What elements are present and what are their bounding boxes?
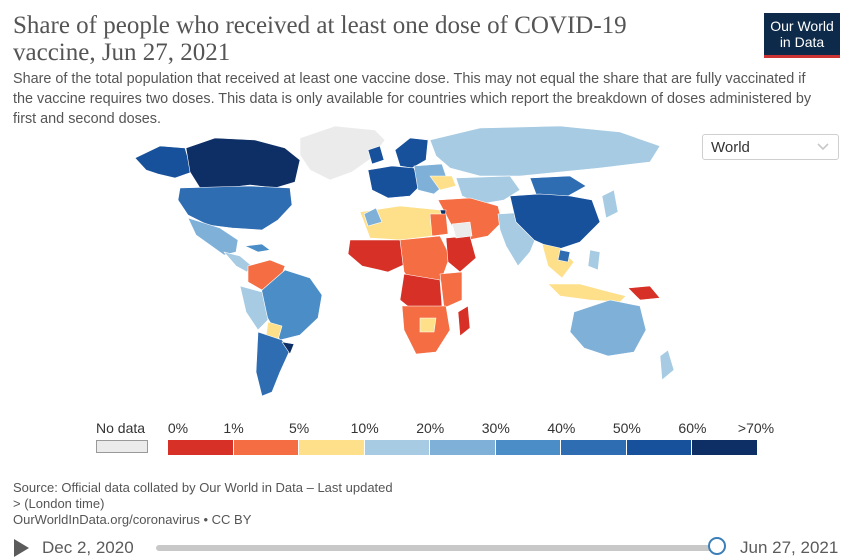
map-region-scandinavia bbox=[394, 137, 429, 169]
legend-swatch bbox=[299, 440, 365, 455]
legend-swatch bbox=[626, 440, 693, 455]
map-region-greenland bbox=[299, 125, 386, 181]
legend-tick-label: 5% bbox=[288, 420, 310, 436]
owid-logo[interactable]: Our World in Data bbox=[764, 13, 840, 58]
map-region-usa bbox=[177, 185, 293, 231]
legend-tick-label: >70% bbox=[737, 420, 775, 436]
map-region-iceland-uk bbox=[367, 145, 385, 165]
map-region-ethiopia-somalia bbox=[445, 235, 477, 273]
timeline-end-date: Jun 27, 2021 bbox=[740, 538, 839, 557]
legend-tick-label: 60% bbox=[678, 420, 707, 436]
footer: Source: Official data collated by Our Wo… bbox=[13, 480, 393, 528]
map-region-papua-new-guinea bbox=[627, 285, 661, 301]
logo-line-1: Our World bbox=[770, 18, 834, 34]
map-region-andes bbox=[239, 285, 269, 331]
legend-swatch bbox=[233, 440, 300, 455]
legend-swatch bbox=[430, 440, 496, 455]
map-region-central-asia bbox=[455, 175, 521, 205]
map-region-japan bbox=[601, 189, 619, 219]
map-region-alaska bbox=[134, 145, 193, 179]
legend-swatch bbox=[364, 440, 431, 455]
map-region-indonesia bbox=[547, 283, 627, 303]
map-region-mongolia bbox=[529, 175, 587, 197]
map-region-russia bbox=[429, 125, 661, 177]
chevron-down-icon bbox=[817, 143, 829, 151]
entity-select[interactable]: World bbox=[702, 134, 839, 160]
map-region-uruguay bbox=[281, 341, 295, 355]
chart-subtitle: Share of the total population that recei… bbox=[13, 71, 812, 127]
legend-tick-label: 50% bbox=[612, 420, 641, 436]
legend-tick-label: 20% bbox=[416, 420, 445, 436]
legend-swatch bbox=[692, 440, 758, 455]
legend-swatch bbox=[168, 440, 234, 455]
footer-source: Source: Official data collated by Our Wo… bbox=[13, 480, 393, 495]
map-region-australia bbox=[569, 299, 647, 357]
map-region-caribbean bbox=[244, 243, 271, 253]
legend-tick-label: 1% bbox=[223, 420, 244, 436]
map-region-east-africa bbox=[439, 271, 463, 309]
map-region-ukraine bbox=[429, 175, 457, 191]
legend-tick-label: 40% bbox=[547, 420, 576, 436]
map-region-horn-nodata bbox=[451, 221, 473, 239]
map-region-western-europe bbox=[367, 165, 421, 199]
map-region-new-zealand bbox=[659, 349, 675, 381]
world-map[interactable] bbox=[0, 0, 860, 420]
map-region-southeast-asia bbox=[541, 243, 575, 279]
map-region-philippines bbox=[587, 249, 601, 271]
map-region-morocco bbox=[363, 207, 383, 227]
legend-swatch bbox=[495, 440, 562, 455]
legend-color-bar bbox=[168, 440, 758, 455]
timeline-start-date: Dec 2, 2020 bbox=[42, 538, 134, 557]
map-region-cambodia bbox=[557, 249, 571, 263]
legend-no-data-label: No data bbox=[96, 420, 146, 436]
legend-tick-label: 10% bbox=[350, 420, 379, 436]
map-region-canada bbox=[185, 137, 301, 189]
footer-updated: > (London time) bbox=[13, 496, 105, 511]
legend-no-data-swatch bbox=[96, 440, 148, 453]
entity-select-value: World bbox=[711, 139, 750, 156]
map-region-southern-cone bbox=[255, 331, 291, 397]
map-region-egypt bbox=[429, 213, 449, 237]
legend-tick-label: 0% bbox=[167, 420, 189, 436]
timeline-track[interactable] bbox=[156, 545, 718, 551]
play-icon[interactable] bbox=[14, 539, 29, 557]
chart-title: Share of people who received at least on… bbox=[13, 12, 627, 66]
legend-tick-label: 30% bbox=[481, 420, 510, 436]
logo-line-2: in Data bbox=[779, 34, 825, 50]
timeline-handle[interactable] bbox=[708, 537, 726, 555]
map-region-zimbabwe bbox=[419, 317, 437, 333]
map-region-madagascar bbox=[457, 305, 471, 337]
legend-swatch bbox=[561, 440, 627, 455]
map-region-china bbox=[509, 193, 601, 251]
footer-url[interactable]: OurWorldInData.org/coronavirus • CC BY bbox=[13, 512, 252, 527]
